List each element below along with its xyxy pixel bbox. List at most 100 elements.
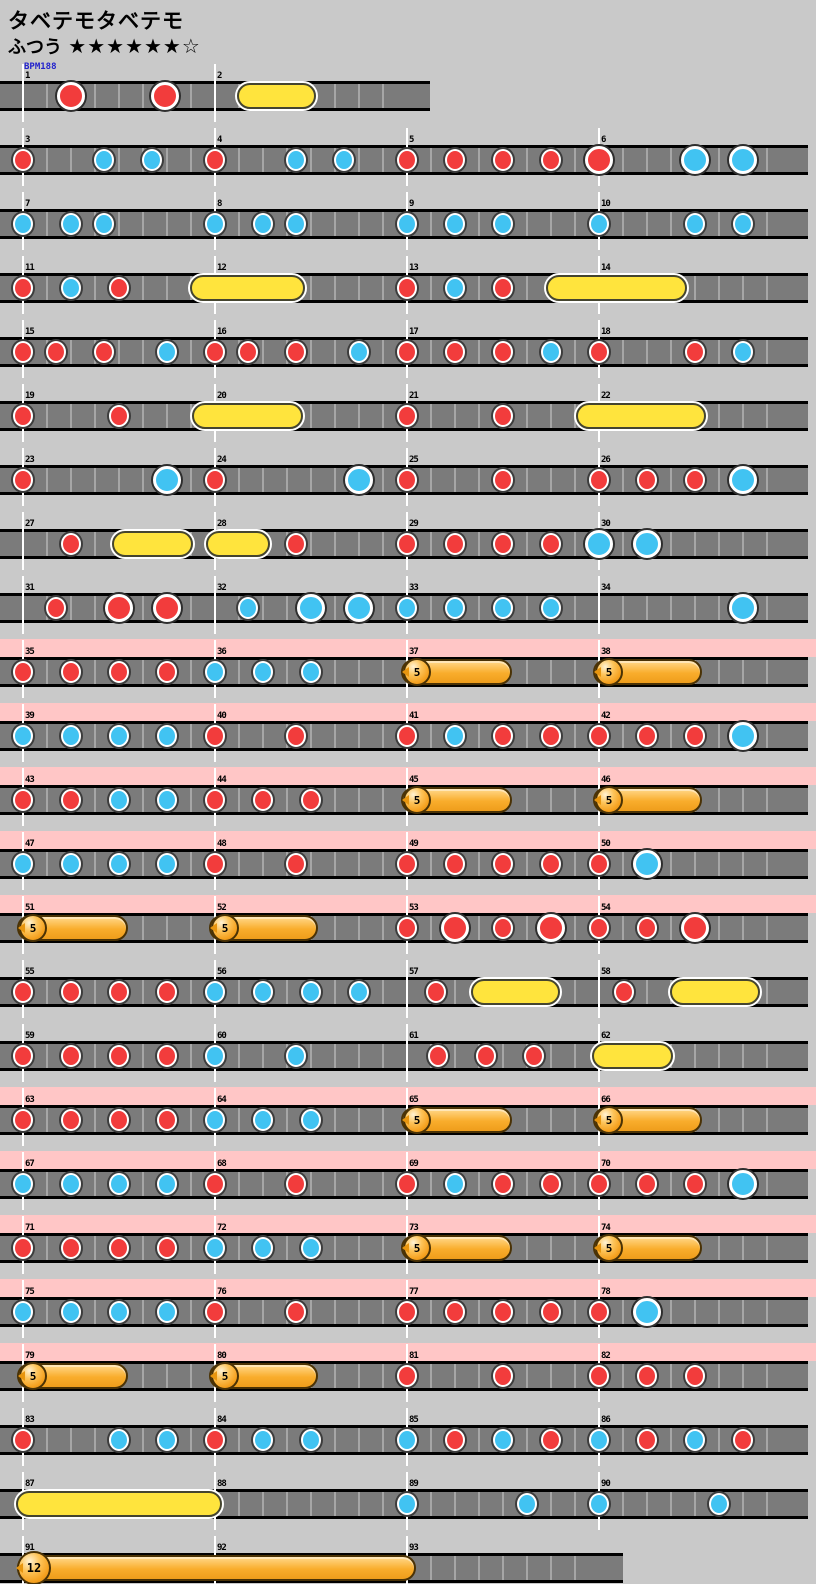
beat-line (478, 148, 480, 172)
beat-line (286, 980, 288, 1004)
beat-line (622, 212, 624, 236)
beat-line (430, 532, 432, 556)
beat-line (94, 980, 96, 1004)
beat-line (382, 148, 384, 172)
measure-number: 43 (25, 775, 35, 785)
beat-line (238, 660, 240, 684)
beat-line (310, 1492, 312, 1516)
don-note (493, 277, 513, 299)
beat-line (766, 148, 768, 172)
beat-line (694, 276, 696, 300)
beat-line (238, 1172, 240, 1196)
measure-number: 64 (217, 1095, 227, 1105)
beat-line (94, 1236, 96, 1260)
don-note (205, 725, 225, 747)
don-note (109, 1045, 129, 1067)
don-note (397, 469, 417, 491)
don-note (13, 1045, 33, 1067)
don-note (445, 853, 465, 875)
don-note (157, 1109, 177, 1131)
beat-line (430, 724, 432, 748)
measure-number: 37 (409, 647, 419, 657)
beat-line (766, 852, 768, 876)
beat-line (574, 468, 576, 492)
beat-line (358, 660, 360, 684)
beat-line (526, 788, 528, 812)
beat-line (718, 1044, 720, 1068)
beat-line (382, 660, 384, 684)
beat-line (310, 276, 312, 300)
beat-line (766, 788, 768, 812)
star-rating: ★★★★★★☆ (68, 34, 201, 58)
beat-line (334, 212, 336, 236)
don-note (613, 981, 634, 1003)
beat-line (286, 1428, 288, 1452)
beat-line (334, 660, 336, 684)
beat-line (454, 404, 456, 428)
beat-line (142, 1364, 144, 1388)
ka-note (157, 1301, 177, 1323)
measure-number: 31 (25, 583, 35, 593)
beat-line (382, 980, 384, 1004)
beat-line (94, 1428, 96, 1452)
beat-line (334, 1364, 336, 1388)
drumroll-note (15, 1491, 223, 1517)
don-note (13, 1109, 33, 1131)
measure-line (22, 576, 24, 634)
beat-line (334, 724, 336, 748)
beat-line (262, 148, 264, 172)
beat-line (550, 788, 552, 812)
don-note (427, 1045, 448, 1067)
beat-line (190, 404, 192, 428)
ka-note (61, 1301, 81, 1323)
balloon-count-head: 5 (594, 1106, 623, 1134)
beat-line (94, 404, 96, 428)
beat-line (742, 788, 744, 812)
drumroll-note (192, 403, 303, 429)
beat-line (238, 724, 240, 748)
beat-line (478, 276, 480, 300)
balloon-count-head: 5 (402, 1234, 431, 1262)
measure-number: 86 (601, 1415, 611, 1425)
measure-number: 92 (217, 1543, 227, 1553)
don-note (493, 149, 513, 171)
beat-line (718, 660, 720, 684)
measure-number: 58 (601, 967, 611, 977)
drumroll-note (190, 275, 305, 301)
beat-line (142, 788, 144, 812)
measure-number: 73 (409, 1223, 419, 1233)
don-note (205, 469, 225, 491)
beat-line (622, 916, 624, 940)
don-note (61, 1045, 81, 1067)
ka-note (253, 981, 273, 1003)
beat-line (574, 1300, 576, 1324)
measure-number: 65 (409, 1095, 419, 1105)
measure-number: 26 (601, 455, 611, 465)
beat-line (190, 1300, 192, 1324)
measure-number: 5 (409, 135, 415, 145)
beat-line (142, 1108, 144, 1132)
beat-line (190, 84, 192, 108)
beat-line (574, 1236, 576, 1260)
ka-note (253, 213, 273, 235)
ka-note (205, 1045, 225, 1067)
measure-number: 48 (217, 839, 227, 849)
ka-note (253, 1429, 273, 1451)
beat-line (574, 1172, 576, 1196)
measure-number: 77 (409, 1287, 419, 1297)
beat-line (478, 1172, 480, 1196)
measure-number: 85 (409, 1415, 419, 1425)
ka-note (397, 1429, 417, 1451)
drumroll-note (591, 1043, 674, 1069)
beat-line (286, 468, 288, 492)
gogo-time-band (0, 1343, 816, 1361)
beat-line (766, 404, 768, 428)
beat-line (382, 1044, 384, 1068)
measure-line (214, 64, 216, 122)
beat-line (670, 916, 672, 940)
ka-note (109, 789, 129, 811)
beat-line (262, 468, 264, 492)
ka-note (93, 149, 114, 171)
beat-line (238, 148, 240, 172)
big-ka-note (345, 594, 373, 622)
